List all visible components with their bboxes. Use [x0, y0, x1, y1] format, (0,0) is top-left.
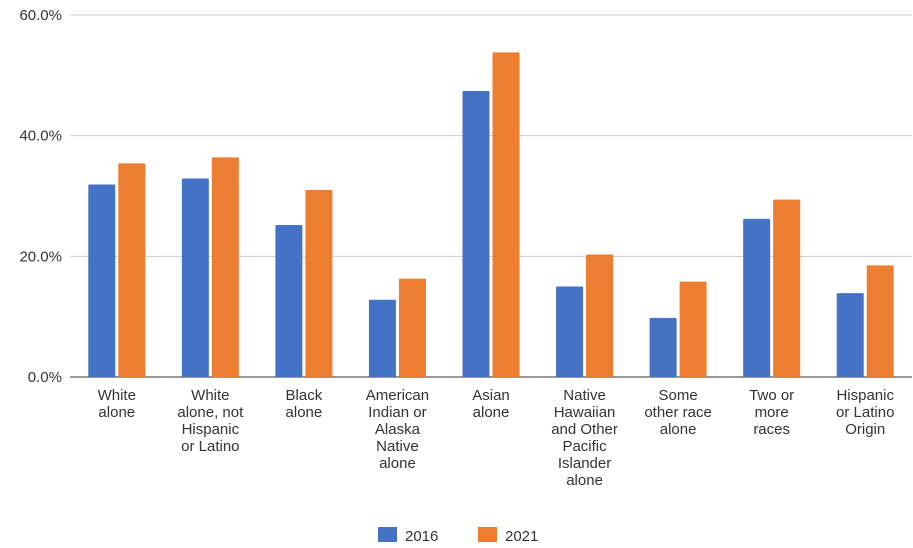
- bar-2021-5: [586, 254, 614, 377]
- category-label: Black alone: [286, 387, 323, 421]
- category-label-line: Native: [563, 387, 606, 404]
- category-label: Native Hawaiian and Other Pacific Islander al…: [551, 387, 618, 489]
- bar-2021-3: [398, 278, 426, 377]
- category-label-line: White: [98, 387, 136, 404]
- bars: [88, 52, 894, 378]
- category-label-line: other race: [644, 404, 712, 421]
- bar-2016-5: [556, 286, 584, 377]
- category-label-line: Hispanic: [836, 387, 894, 404]
- legend: 2016 2021: [378, 527, 538, 545]
- category-label-line: or Latino: [181, 438, 239, 455]
- y-tick-label: 0.0%: [28, 369, 62, 386]
- category-label-line: Native: [376, 438, 419, 455]
- bar-2021-8: [866, 265, 894, 377]
- y-tick-label: 20.0%: [19, 248, 62, 265]
- category-label: Asian alone: [472, 387, 510, 421]
- bar-2021-4: [492, 52, 520, 377]
- category-label-line: American: [366, 387, 429, 404]
- category-label-line: alone: [566, 472, 603, 489]
- bar-2016-2: [275, 224, 303, 377]
- category-label-line: races: [753, 421, 790, 438]
- grid-lines: [70, 14, 912, 378]
- category-label: Two or more races: [749, 387, 794, 438]
- bar-2016-4: [462, 91, 490, 378]
- bar-2021-2: [305, 189, 333, 377]
- category-label: Hispanic or Latino Origin: [836, 387, 894, 438]
- bar-2016-1: [181, 178, 209, 377]
- bar-2021-0: [118, 163, 146, 377]
- category-label-line: White: [191, 387, 229, 404]
- category-label-line: Asian: [472, 387, 510, 404]
- category-label-line: Hispanic: [182, 421, 240, 438]
- y-tick-label: 40.0%: [19, 128, 62, 145]
- category-label-line: alone, not: [177, 404, 244, 421]
- category-label: Some other race alone: [644, 387, 712, 438]
- category-label-line: alone: [286, 404, 323, 421]
- category-label-line: alone: [473, 404, 510, 421]
- category-label-line: Origin: [845, 421, 885, 438]
- category-label-line: Indian or: [368, 404, 426, 421]
- legend-swatch-2021: [478, 527, 497, 542]
- category-label-line: and Other: [551, 421, 618, 438]
- legend-label-2021: 2021: [505, 528, 538, 545]
- bar-2016-0: [88, 184, 116, 377]
- category-label-line: Hawaiian: [554, 404, 616, 421]
- category-label-line: Black: [286, 387, 323, 404]
- category-label-line: alone: [98, 404, 135, 421]
- category-label-line: more: [755, 404, 789, 421]
- category-label-line: Some: [659, 387, 698, 404]
- legend-swatch-2016: [378, 527, 397, 542]
- category-label-line: Islander: [558, 455, 611, 472]
- y-tick-label: 60.0%: [19, 7, 62, 24]
- category-label: White alone: [98, 387, 136, 421]
- bar-2016-3: [368, 299, 396, 377]
- category-label-line: Pacific: [562, 438, 607, 455]
- bar-2021-7: [773, 199, 801, 377]
- category-label-line: Alaska: [375, 421, 421, 438]
- category-label-line: alone: [379, 455, 416, 472]
- category-label-line: Two or: [749, 387, 794, 404]
- bar-2016-6: [649, 317, 677, 377]
- category-label-line: alone: [660, 421, 697, 438]
- category-label-line: or Latino: [836, 404, 894, 421]
- category-label: White alone, not Hispanic or Latino: [177, 387, 244, 455]
- bar-2016-7: [743, 218, 771, 377]
- y-axis-tick-labels: 0.0% 20.0% 40.0% 60.0%: [19, 7, 62, 386]
- bar-2016-8: [836, 293, 864, 377]
- bar-2021-1: [211, 157, 239, 377]
- legend-label-2016: 2016: [405, 528, 438, 545]
- category-label: American Indian or Alaska Native alone: [366, 387, 429, 472]
- bar-2021-6: [679, 281, 707, 377]
